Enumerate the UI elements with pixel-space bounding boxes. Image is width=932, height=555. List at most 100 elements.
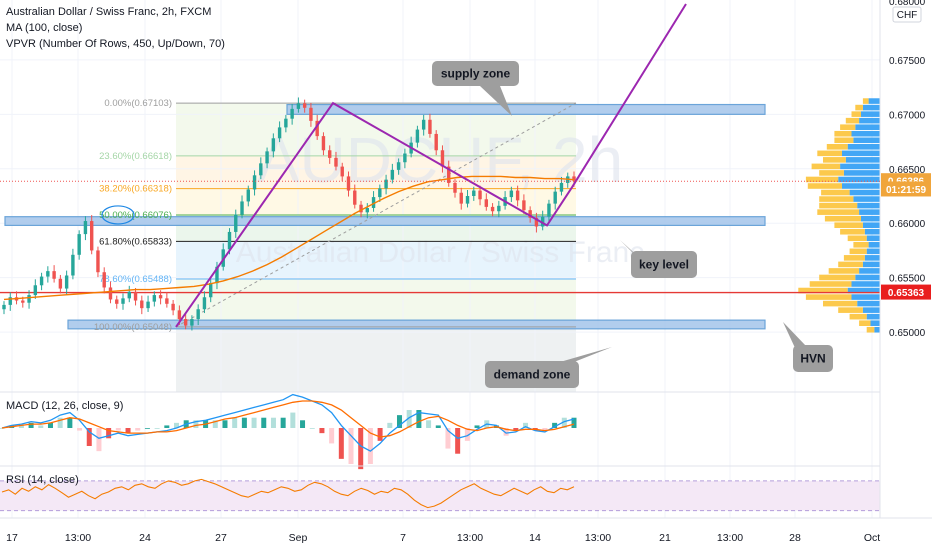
time-axis-label: Sep xyxy=(289,532,308,544)
candle-body xyxy=(140,300,144,309)
candle-body xyxy=(171,303,175,311)
macd-histogram-bar xyxy=(261,417,267,428)
price-axis-tick: 0.67500 xyxy=(889,56,926,67)
macd-histogram-bar xyxy=(222,420,228,428)
candle-body xyxy=(522,200,526,211)
callout-pointer xyxy=(783,322,806,350)
volume-profile-up xyxy=(842,150,880,157)
volume-profile-up xyxy=(864,255,880,261)
candle-body xyxy=(478,190,482,200)
volume-profile-up xyxy=(847,287,880,294)
macd-histogram-bar xyxy=(280,417,286,428)
rsi-legend[interactable]: RSI (14, close) xyxy=(6,474,79,486)
time-axis-label: 14 xyxy=(529,532,541,544)
fib-level-label: 38.20%(0.66318) xyxy=(99,184,172,195)
macd-histogram-bar xyxy=(358,428,364,470)
demand-zone-callout: demand zone xyxy=(485,347,612,388)
candle-body xyxy=(296,103,301,109)
volume-profile-up xyxy=(849,189,880,196)
demand-zone-rect xyxy=(67,319,766,330)
candle-body xyxy=(108,287,113,300)
candle-body xyxy=(177,310,182,320)
volume-profile-up xyxy=(843,170,880,176)
candle-body xyxy=(415,129,420,143)
macd-histogram-bar xyxy=(154,428,160,429)
macd-histogram-bar xyxy=(406,410,412,428)
macd-histogram-bar xyxy=(300,420,306,428)
volume-profile-down xyxy=(828,268,860,274)
candle-body xyxy=(472,190,476,196)
volume-profile-up xyxy=(862,261,880,268)
macd-histogram-bar xyxy=(115,428,121,431)
candle-body xyxy=(265,151,269,164)
candle-body xyxy=(165,298,169,304)
rsi-band xyxy=(0,480,880,511)
price-axis-tick: 0.66000 xyxy=(889,219,926,230)
volume-profile-down xyxy=(859,320,871,326)
volume-profile-down xyxy=(817,209,860,215)
candle-body xyxy=(259,163,263,176)
candle-body xyxy=(572,176,576,181)
candle-body xyxy=(321,136,326,151)
fib-band xyxy=(176,278,576,327)
currency-badge xyxy=(892,6,922,23)
fib-level-label: 23.60%(0.66618) xyxy=(99,151,172,162)
symbol-title: Australian Dollar / Swiss Franc, 2h, FXC… xyxy=(6,6,212,18)
macd-histogram-bar xyxy=(96,428,102,452)
volume-profile-up xyxy=(855,124,880,130)
volume-profile-down xyxy=(851,111,861,117)
candle-body xyxy=(447,166,451,183)
fib-level-label: 0.00%(0.67103) xyxy=(104,98,172,109)
candle-body xyxy=(547,203,551,217)
macd-histogram-bar xyxy=(348,428,354,464)
macd-histogram-bar xyxy=(193,420,199,428)
supply-zone-rect xyxy=(286,103,766,115)
volume-profile-up xyxy=(840,163,880,170)
ma100-line xyxy=(3,175,575,301)
candle-body xyxy=(302,103,307,108)
macd-histogram-bar xyxy=(212,420,218,428)
volume-profile-down xyxy=(819,274,856,281)
volume-profile-up xyxy=(861,215,880,222)
volume-profile-down xyxy=(821,189,850,196)
candle-body xyxy=(434,133,438,151)
candle-body xyxy=(453,182,457,193)
macd-histogram-bar xyxy=(106,428,112,439)
volume-profile-up xyxy=(842,183,880,189)
fib-level-label: 100.00%(0.65048) xyxy=(94,322,172,333)
candle-body xyxy=(133,291,138,301)
candle-body xyxy=(146,301,150,309)
candle-body xyxy=(484,199,489,207)
vpvr-legend[interactable]: VPVR (Number Of Rows, 450, Up/Down, 70) xyxy=(6,38,225,50)
price-badge-bg xyxy=(881,284,931,300)
candle-body xyxy=(465,196,470,204)
candle-body xyxy=(440,150,445,167)
macd-legend[interactable]: MACD (12, 26, close, 9) xyxy=(6,400,124,412)
callout-label: key level xyxy=(639,258,689,272)
volume-profile-down xyxy=(809,281,852,287)
price-axis-bg xyxy=(880,0,932,550)
macd-histogram-bar xyxy=(135,428,141,431)
candle-body xyxy=(334,157,338,167)
callout-label: demand zone xyxy=(494,368,571,382)
candle-body xyxy=(83,221,88,235)
time-axis-label: 7 xyxy=(400,532,406,544)
candle-body xyxy=(127,291,131,299)
macd-histogram-bar xyxy=(28,422,34,428)
candle-body xyxy=(559,182,564,192)
fib-level-label: 50.00%(0.66076) xyxy=(99,210,172,221)
macd-histogram-bar xyxy=(387,422,393,428)
volume-profile-down xyxy=(819,202,858,209)
macd-histogram-bar xyxy=(464,428,470,441)
HVN-callout: HVN xyxy=(783,322,833,372)
macd-histogram-bar xyxy=(552,422,558,428)
volume-profile-up xyxy=(857,202,880,209)
candle-body xyxy=(39,276,44,286)
candle-body xyxy=(365,207,370,213)
candle-body xyxy=(459,192,463,204)
macd-histogram-bar xyxy=(77,428,83,431)
ma-legend[interactable]: MA (100, close) xyxy=(6,22,83,34)
candle-body xyxy=(27,295,31,303)
volume-profile-down xyxy=(847,235,867,242)
